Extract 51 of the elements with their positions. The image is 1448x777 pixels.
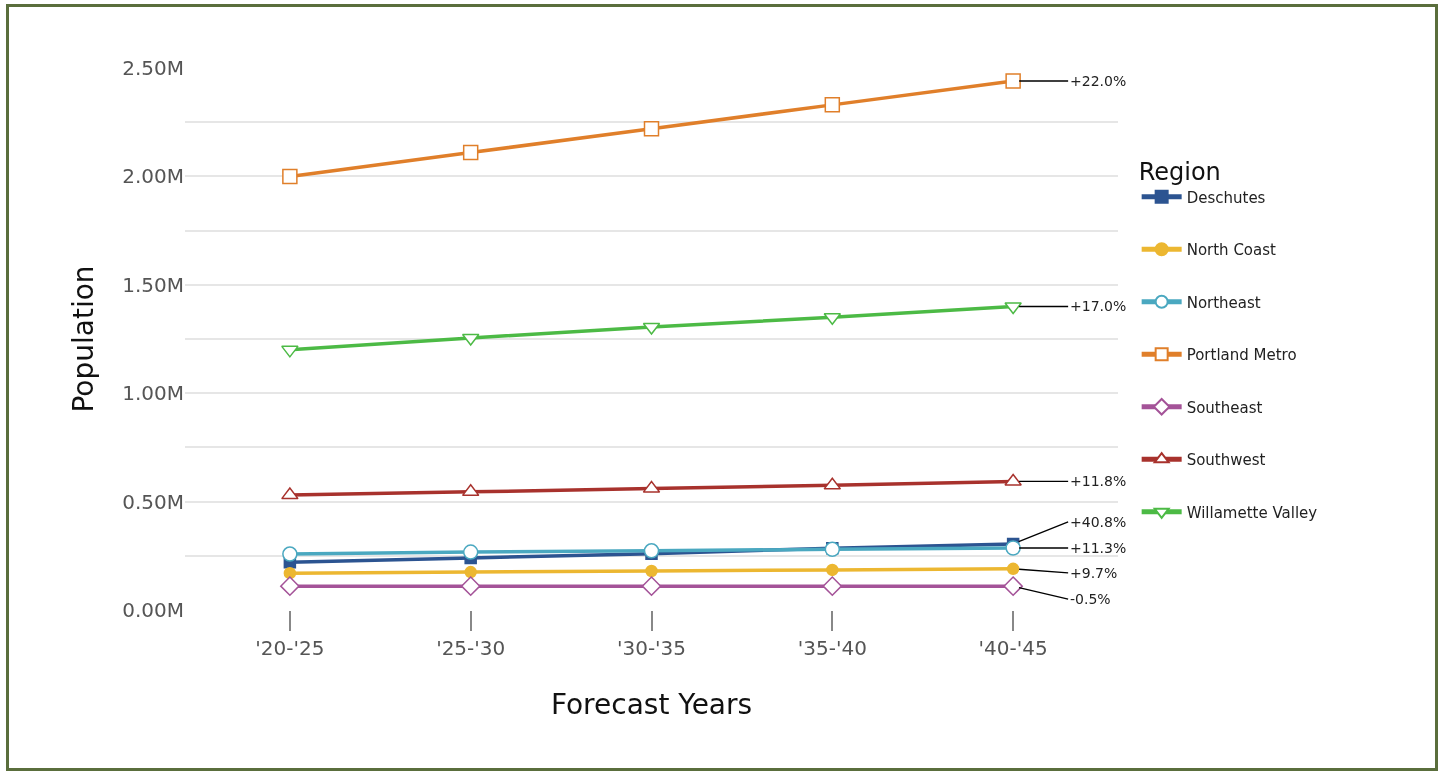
legend-label: North Coast <box>1186 241 1277 260</box>
y-tick-label: 1.50M <box>122 272 184 297</box>
annotation: +22.0% <box>1070 73 1127 89</box>
legend-label: Southeast <box>1186 398 1263 417</box>
x-tick-label: '20-'25 <box>255 636 325 660</box>
point <box>281 345 299 358</box>
legend-label: Deschutes <box>1186 188 1266 207</box>
point <box>1005 540 1021 556</box>
point <box>464 565 477 579</box>
y-axis-title: Population <box>66 265 100 413</box>
point <box>824 97 841 113</box>
point <box>643 543 660 559</box>
point <box>641 576 662 596</box>
point <box>1005 73 1021 89</box>
point <box>280 576 300 596</box>
y-tick-label: 2.00M <box>122 164 184 189</box>
annotation: +17.0% <box>1070 298 1127 314</box>
x-tick-label: '35-'40 <box>797 636 867 660</box>
legend-title: Region <box>1138 158 1221 187</box>
point <box>826 563 839 577</box>
x-tick-label: '25-'30 <box>436 636 506 660</box>
point <box>1004 302 1022 315</box>
point <box>822 576 843 596</box>
y-tick-label: 0.50M <box>122 489 184 514</box>
y-tick-label: 2.50M <box>122 56 184 80</box>
y-tick-label: 0.00M <box>122 598 184 622</box>
point <box>283 566 297 580</box>
x-axis-title: Forecast Years <box>550 688 753 722</box>
point <box>1003 576 1023 596</box>
point <box>281 487 299 500</box>
point <box>643 120 660 137</box>
legend-label: Willamette Valley <box>1186 503 1318 522</box>
point <box>645 564 658 578</box>
x-tick-label: '30-'35 <box>616 636 687 660</box>
legend-label: Southwest <box>1186 451 1266 470</box>
point <box>460 576 481 596</box>
point <box>1006 562 1020 576</box>
annotation: +9.7% <box>1070 565 1118 581</box>
point <box>462 544 479 560</box>
annotation: +11.8% <box>1070 473 1127 489</box>
legend-label: Portland Metro <box>1186 346 1297 365</box>
x-tick-label: '40-'45 <box>978 636 1048 660</box>
point <box>282 546 298 562</box>
point <box>462 144 479 161</box>
annotation: +40.8% <box>1070 514 1127 530</box>
point <box>1004 473 1022 486</box>
annotation: +11.3% <box>1070 540 1127 556</box>
y-tick-label: 1.00M <box>122 381 184 406</box>
legend-label: Northeast <box>1186 293 1261 312</box>
annotation: -0.5% <box>1070 591 1111 607</box>
point <box>282 168 298 185</box>
